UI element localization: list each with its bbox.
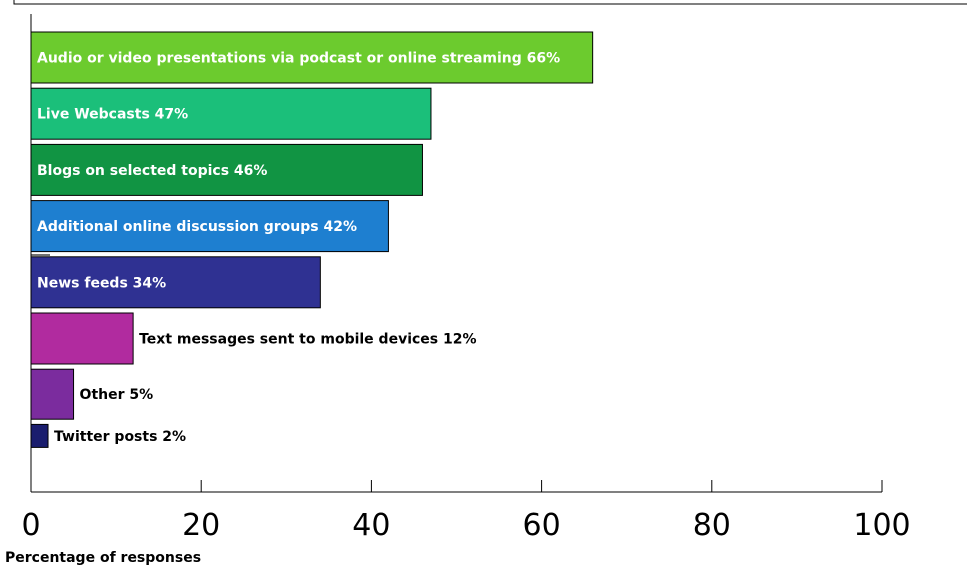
x-axis: 0 20 40 60 80 100 bbox=[21, 14, 911, 543]
bar-label-6: Text messages sent to mobile devices 12% bbox=[139, 332, 476, 348]
bar-label-1: Audio or video presentations via podcast… bbox=[37, 51, 560, 67]
chart-frame-border bbox=[13, 0, 967, 5]
x-tick-label-20: 20 bbox=[182, 508, 220, 543]
x-tick-label-100: 100 bbox=[853, 508, 910, 543]
bar-label-2: Live Webcasts 47% bbox=[37, 107, 188, 123]
bars-group: Audio or video presentations via podcast… bbox=[30, 31, 594, 448]
x-tick-label-0: 0 bbox=[21, 508, 40, 543]
bar-label-5: News feeds 34% bbox=[37, 275, 166, 291]
bar-6 bbox=[30, 312, 134, 365]
x-tick-label-60: 60 bbox=[523, 508, 561, 543]
x-axis-title: Percentage of responses bbox=[5, 550, 201, 566]
bar-3 bbox=[30, 143, 423, 196]
bar-2 bbox=[30, 87, 432, 140]
bar-4 bbox=[30, 200, 389, 253]
bar-label-3: Blogs on selected topics 46% bbox=[37, 163, 267, 179]
bar-label-4: Additional online discussion groups 42% bbox=[37, 219, 357, 235]
bar-label-8: Twitter posts 2% bbox=[54, 429, 186, 445]
bar-8 bbox=[30, 423, 49, 448]
x-tick-label-80: 80 bbox=[693, 508, 731, 543]
bar-5 bbox=[30, 256, 321, 309]
bar-7 bbox=[30, 368, 75, 420]
bar-1 bbox=[30, 31, 594, 84]
x-tick-label-40: 40 bbox=[352, 508, 390, 543]
bar-label-7: Other 5% bbox=[80, 387, 154, 403]
